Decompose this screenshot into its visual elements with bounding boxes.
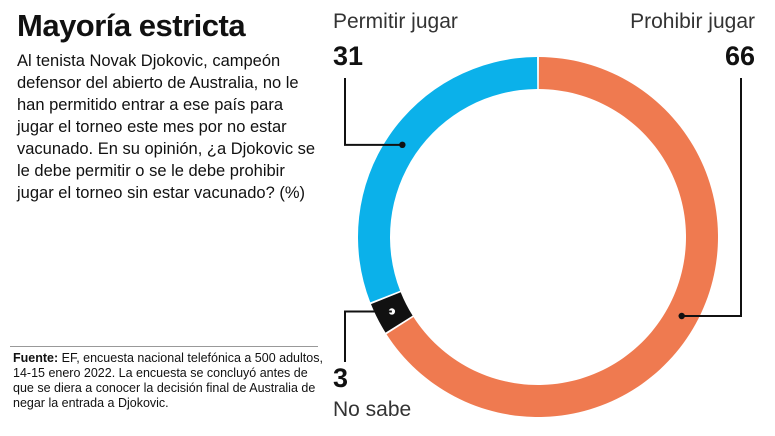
survey-question: Al tenista Novak Djokovic, campeón defen…: [17, 52, 316, 202]
leader-lines: [344, 78, 742, 362]
label-no-sabe: No sabe: [333, 398, 412, 421]
leader-line-permitir: [344, 78, 403, 146]
source-label: Fuente:: [13, 351, 59, 365]
leader-line-prohibir: [681, 78, 742, 318]
source-divider: [10, 346, 318, 347]
value-no-sabe: 3: [333, 363, 349, 393]
source-text: EF, encuesta nacional telefónica a 500 a…: [13, 351, 323, 410]
donut-slices: [358, 57, 718, 417]
slice-permitir: [358, 57, 538, 303]
label-prohibir: Prohibir jugar: [630, 10, 755, 33]
value-prohibir: 66: [724, 41, 755, 71]
chart-title: Mayoría estricta: [17, 8, 246, 43]
source-note: Fuente: EF, encuesta nacional telefónica…: [13, 351, 323, 411]
label-permitir: Permitir jugar: [333, 10, 458, 33]
value-permitir: 31: [333, 41, 364, 71]
leader-line-no-sabe: [344, 310, 392, 362]
